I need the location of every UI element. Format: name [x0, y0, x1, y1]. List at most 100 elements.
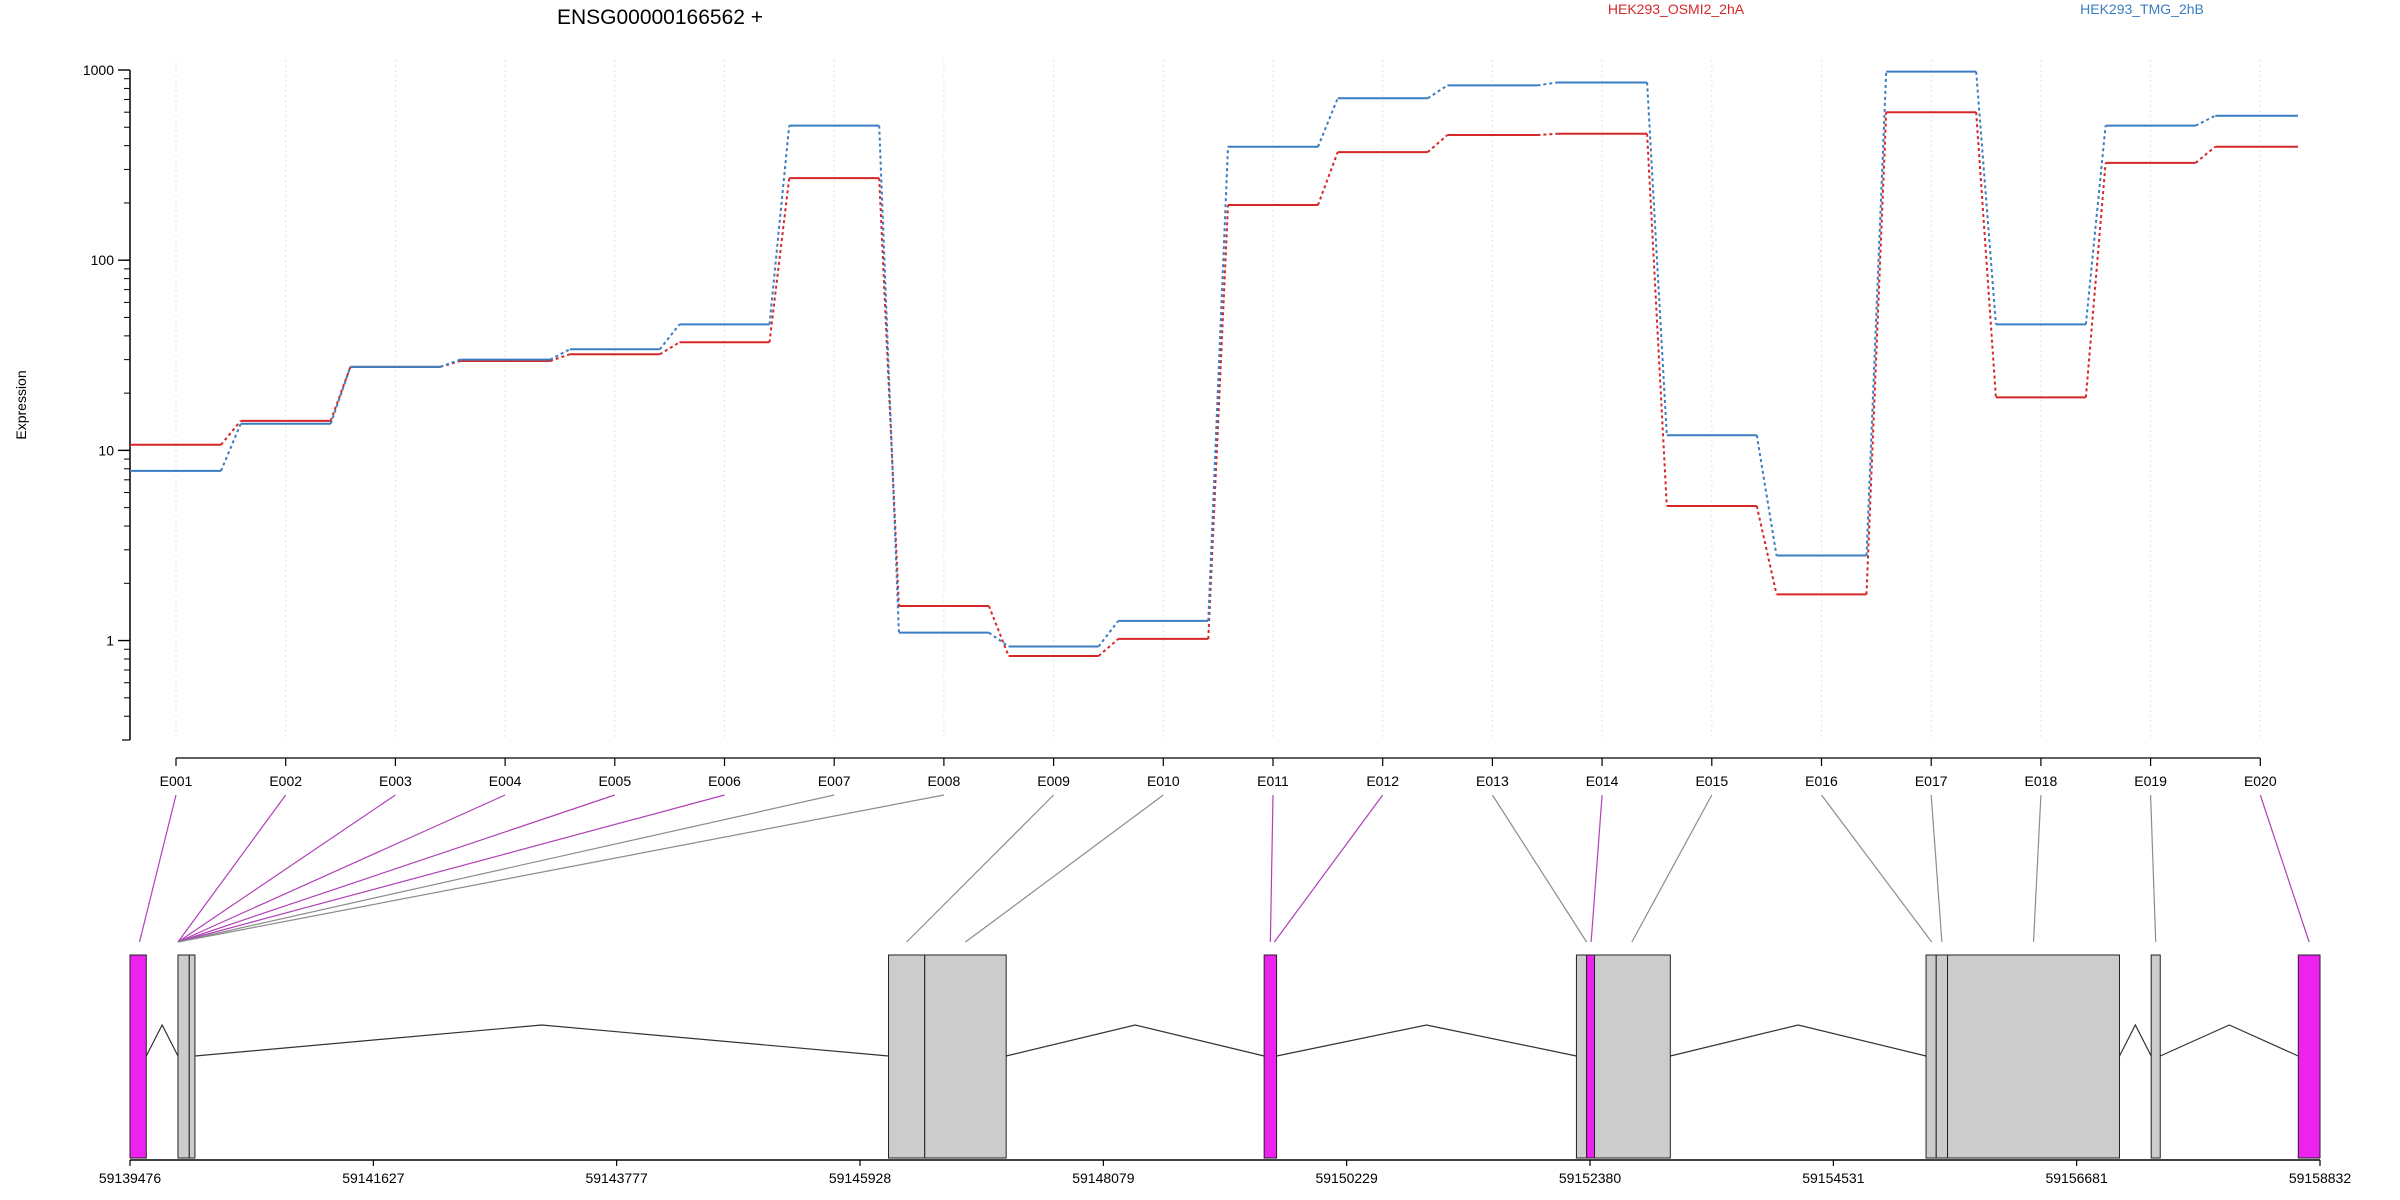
connector-hek293-tmg-2hb-e015 — [1755, 435, 1778, 556]
connector-hek293-osmi2-2ha-e017 — [1975, 112, 1997, 398]
grid-lines — [175, 60, 2261, 740]
exon-connector-lines — [138, 794, 2310, 943]
exon-block — [924, 954, 1007, 1159]
x-tick-label-e009: E009 — [1037, 773, 1070, 789]
connector-hek293-osmi2-2ha-e019 — [2194, 145, 2216, 164]
x-tick-label-e012: E012 — [1366, 773, 1399, 789]
exon-link-e019 — [2150, 794, 2157, 943]
genomic-tick-label: 59139476 — [99, 1170, 162, 1186]
genomic-tick-label: 59154531 — [1802, 1170, 1865, 1186]
connector-hek293-tmg-2hb-e010 — [1207, 146, 1229, 621]
connector-hek293-tmg-2hb-e005 — [659, 323, 681, 350]
exon-link-e013 — [1491, 794, 1588, 943]
exon-block — [1947, 954, 2121, 1159]
intron-line — [1006, 1024, 1265, 1057]
genomic-tick-label: 59145928 — [829, 1170, 892, 1186]
connector-hek293-tmg-2hb-e009 — [1097, 620, 1120, 648]
x-tick-label-e017: E017 — [1915, 773, 1948, 789]
genomic-tick-label: 59150229 — [1315, 1170, 1378, 1186]
connector-hek293-osmi2-2ha-e001 — [220, 420, 242, 446]
connector-hek293-tmg-2hb-e006 — [768, 125, 791, 325]
exon-block — [888, 954, 926, 1159]
y-tick-label-1000: 1000 — [83, 62, 114, 78]
exon-link-e012 — [1273, 794, 1384, 943]
x-tick-label-e015: E015 — [1695, 773, 1728, 789]
exon-block — [1925, 954, 1937, 1159]
exon-link-e006 — [177, 794, 725, 943]
intron-line — [1276, 1024, 1577, 1057]
y-axis-label: Expression — [13, 370, 29, 439]
exon-labels: E001 E002 E003 E004 E005 E006 E007 E008 E009 E010… — [160, 757, 2277, 789]
connector-hek293-osmi2-2ha-e016 — [1865, 112, 1888, 595]
connector-hek293-tmg-2hb-e019 — [2195, 114, 2216, 127]
exon-block — [2150, 954, 2161, 1159]
exon-block — [1935, 954, 1949, 1159]
connector-hek293-tmg-2hb-e008 — [988, 631, 1010, 648]
connector-hek293-osmi2-2ha-e009 — [1097, 638, 1119, 657]
connector-hek293-osmi2-2ha-e010 — [1207, 204, 1229, 639]
exon-link-e003 — [177, 794, 396, 943]
connector-hek293-tmg-2hb-e018 — [2084, 125, 2107, 325]
series-lines — [130, 70, 2298, 657]
exon-link-e001 — [138, 794, 177, 943]
y-tick-label-1: 1 — [106, 633, 114, 649]
x-tick-label-e016: E016 — [1805, 773, 1838, 789]
exon-link-e015 — [1631, 794, 1713, 943]
connector-hek293-tmg-2hb-e013 — [1537, 81, 1558, 87]
exon-block — [177, 954, 190, 1159]
exon-link-e010 — [965, 794, 1164, 943]
connector-hek293-osmi2-2ha-e013 — [1537, 132, 1558, 137]
legend-series-1: HEK293_OSMI2_2hA — [1608, 1, 1745, 17]
connector-hek293-osmi2-2ha-e005 — [659, 341, 681, 356]
exon-link-e017 — [1930, 794, 1943, 943]
connector-hek293-tmg-2hb-e002 — [329, 366, 352, 425]
exon-link-e020 — [2259, 794, 2310, 943]
exon-link-e004 — [177, 794, 506, 943]
intron-line — [2118, 1023, 2152, 1057]
connector-hek293-osmi2-2ha-e015 — [1755, 505, 1778, 595]
exon-link-e002 — [177, 794, 287, 943]
exon-link-e005 — [177, 794, 615, 943]
connector-hek293-tmg-2hb-e011 — [1317, 97, 1339, 148]
x-tick-label-e001: E001 — [160, 773, 193, 789]
x-tick-label-e008: E008 — [928, 773, 961, 789]
connector-hek293-osmi2-2ha-e018 — [2084, 162, 2107, 398]
exon-link-e009 — [906, 794, 1055, 943]
legend-series-2: HEK293_TMG_2hB — [2080, 1, 2204, 17]
exon-link-e007 — [177, 794, 835, 943]
gene-model — [129, 954, 2321, 1159]
connector-hek293-tmg-2hb-e004 — [549, 348, 571, 361]
genomic-tick-label: 59148079 — [1072, 1170, 1135, 1186]
connector-hek293-osmi2-2ha-e006 — [768, 178, 791, 343]
genomic-tick-label: 59158832 — [2289, 1170, 2352, 1186]
highlighted-exon-block — [1263, 954, 1278, 1159]
exon-link-e016 — [1821, 794, 1933, 943]
connector-hek293-osmi2-2ha-e011 — [1317, 151, 1339, 206]
connector-hek293-tmg-2hb-e007 — [878, 125, 900, 633]
highlighted-exon-block — [1586, 954, 1596, 1159]
connector-hek293-osmi2-2ha-e012 — [1427, 134, 1449, 153]
connector-hek293-tmg-2hb-e016 — [1865, 71, 1888, 556]
exon-link-e014 — [1590, 794, 1603, 943]
connector-hek293-tmg-2hb-e003 — [440, 358, 461, 368]
x-tick-label-e010: E010 — [1147, 773, 1180, 789]
intron-line — [145, 1023, 179, 1057]
x-tick-label-e013: E013 — [1476, 773, 1509, 789]
genomic-tick-label: 59141627 — [342, 1170, 405, 1186]
x-tick-label-e005: E005 — [598, 773, 631, 789]
y-axis: 1 10 100 1000 — [83, 62, 131, 741]
x-tick-label-e014: E014 — [1586, 773, 1619, 789]
x-tick-label-e018: E018 — [2025, 773, 2058, 789]
x-tick-label-e004: E004 — [489, 773, 522, 789]
chart-title: ENSG00000166562 + — [557, 6, 763, 29]
exon-link-e008 — [177, 794, 945, 943]
connector-hek293-tmg-2hb-e012 — [1427, 84, 1448, 100]
genomic-axis: 59139476 59141627 59143777 59145928 59148079… — [99, 1159, 2352, 1186]
genomic-tick-label: 59143777 — [585, 1170, 648, 1186]
connector-hek293-tmg-2hb-e014 — [1646, 82, 1668, 436]
intron-line — [194, 1024, 889, 1057]
genomic-tick-label: 59156681 — [2045, 1170, 2108, 1186]
highlighted-exon-block — [2297, 954, 2321, 1159]
connector-hek293-osmi2-2ha-e003 — [440, 360, 461, 368]
